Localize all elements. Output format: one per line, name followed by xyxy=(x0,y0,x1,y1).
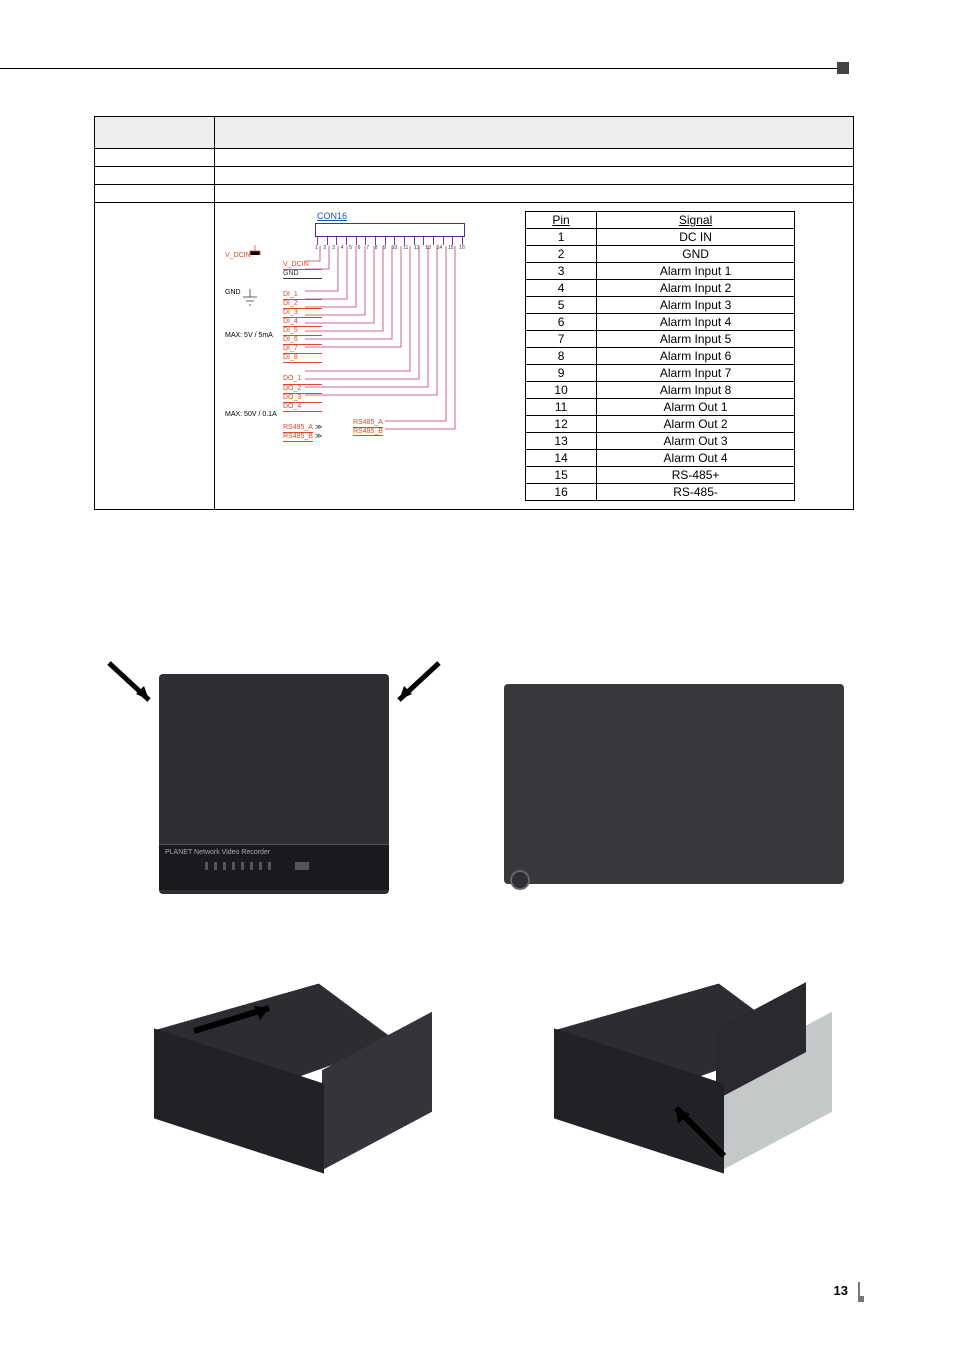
device-side-view xyxy=(504,684,844,884)
device-front-panel: PLANET Network Video Recorder xyxy=(159,844,389,890)
pin-row: 14Alarm Out 4 xyxy=(526,450,795,467)
max-di-label: MAX: 5V / 5mA xyxy=(225,331,277,340)
pin-row: 10Alarm Input 8 xyxy=(526,382,795,399)
pin-row: 2GND xyxy=(526,246,795,263)
photo-step-4 xyxy=(494,936,854,1182)
header-rule xyxy=(0,68,845,69)
table-cell xyxy=(215,149,854,167)
table-header-row xyxy=(95,117,854,149)
rs485-right-labels: RS485_A RS485_B xyxy=(353,419,383,436)
pin-row: 9Alarm Input 7 xyxy=(526,365,795,382)
pin-row: 3Alarm Input 1 xyxy=(526,263,795,280)
pin-row: 7Alarm Input 5 xyxy=(526,331,795,348)
photo-step-1: PLANET Network Video Recorder xyxy=(94,664,454,910)
pin-row: 1DC IN xyxy=(526,229,795,246)
table-cell xyxy=(215,117,854,149)
table-cell xyxy=(215,167,854,185)
arrow-icon xyxy=(184,996,304,1056)
arrow-icon xyxy=(104,658,164,718)
pin-signal-table: Pin Signal 1DC IN 2GND 3Alarm Input 1 4A… xyxy=(525,211,795,501)
pin-table-header: Pin Signal xyxy=(526,212,795,229)
pin-row: 16RS-485- xyxy=(526,484,795,501)
pin-row: 13Alarm Out 3 xyxy=(526,433,795,450)
max-do-label: MAX: 50V / 0.1A xyxy=(225,410,277,419)
signal-labels: V_DCIN GND DI_1 DI_2 DI_3 DI_4 DI_5 DI_6… xyxy=(283,261,322,442)
io-row: CON16 12345678 910111213141516 xyxy=(95,203,854,510)
page-number: 13 xyxy=(834,1283,848,1298)
pin-row: 4Alarm Input 2 xyxy=(526,280,795,297)
diagram-left-labels: V_DCIN GND MAX: 5V / 5mA MAX: 50V / 0.1A xyxy=(225,251,277,419)
table-row xyxy=(95,167,854,185)
table-cell xyxy=(95,203,215,510)
io-wiring-diagram: CON16 12345678 910111213141516 xyxy=(225,211,505,451)
table-row xyxy=(95,149,854,167)
gnd-label: GND xyxy=(225,288,277,297)
pin-row: 5Alarm Input 3 xyxy=(526,297,795,314)
brand-label: PLANET Network Video Recorder xyxy=(165,849,270,856)
table-cell xyxy=(215,185,854,203)
pin-row: 12Alarm Out 2 xyxy=(526,416,795,433)
table-row xyxy=(95,185,854,203)
pin-row: 11Alarm Out 1 xyxy=(526,399,795,416)
pin-row: 15RS-485+ xyxy=(526,467,795,484)
table-cell xyxy=(95,167,215,185)
device-iso-view xyxy=(134,946,414,1166)
photo-step-3 xyxy=(94,936,454,1182)
spec-table: CON16 12345678 910111213141516 xyxy=(94,116,854,510)
io-cell: CON16 12345678 910111213141516 xyxy=(215,203,854,510)
table-cell xyxy=(95,185,215,203)
vdcin-label: V_DCIN xyxy=(225,251,277,260)
arrow-icon xyxy=(384,658,444,718)
table-cell xyxy=(95,149,215,167)
install-photo-grid: PLANET Network Video Recorder xyxy=(94,664,854,1182)
table-cell xyxy=(95,117,215,149)
footer-square-icon xyxy=(858,1296,864,1302)
screw-highlight-circle xyxy=(510,870,530,890)
pin-header: Pin xyxy=(526,212,597,229)
photo-step-2 xyxy=(494,664,854,910)
header-square-marker xyxy=(837,62,849,74)
signal-header: Signal xyxy=(597,212,795,229)
pin-row: 6Alarm Input 4 xyxy=(526,314,795,331)
arrow-icon xyxy=(664,1096,744,1166)
pin-row: 8Alarm Input 6 xyxy=(526,348,795,365)
